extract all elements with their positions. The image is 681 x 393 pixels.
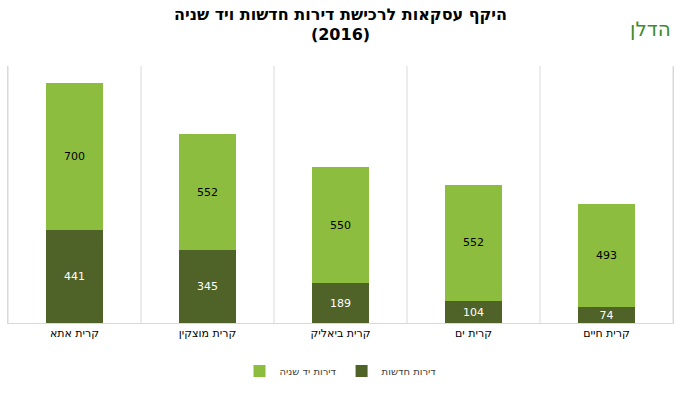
svg-text:104: 104: [463, 306, 484, 319]
svg-text:הדלן: הדלן: [630, 17, 671, 41]
svg-text:552: 552: [197, 186, 218, 199]
svg-text:550: 550: [330, 219, 351, 232]
svg-text:493: 493: [596, 249, 617, 262]
svg-text:189: 189: [330, 297, 351, 310]
svg-text:700: 700: [64, 150, 85, 163]
svg-text:קרית ים: קרית ים: [455, 327, 492, 340]
svg-text:קרית חיים: קרית חיים: [583, 327, 630, 340]
svg-text:דירות חדשות: דירות חדשות: [382, 366, 437, 377]
svg-text:היקף עסקאות לרכישת דירות חדשות: היקף עסקאות לרכישת דירות חדשות ויד שניה(…: [174, 5, 507, 45]
svg-text:74: 74: [600, 309, 614, 322]
svg-text:441: 441: [64, 270, 85, 283]
svg-text:קרית אתא: קרית אתא: [50, 327, 99, 340]
svg-text:קרית ביאליק: קרית ביאליק: [311, 327, 371, 340]
svg-text:345: 345: [197, 280, 218, 293]
svg-text:552: 552: [463, 236, 484, 249]
svg-text:דירות יד שניה: דירות יד שניה: [280, 366, 337, 377]
svg-text:קרית מוצקין: קרית מוצקין: [179, 327, 236, 340]
